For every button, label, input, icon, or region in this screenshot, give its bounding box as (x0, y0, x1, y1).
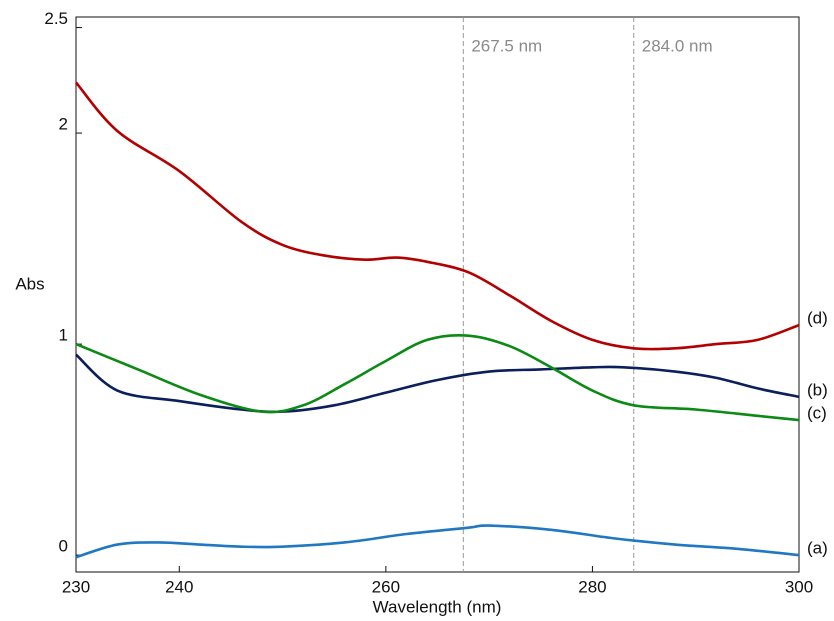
y-axis-label: Abs (15, 274, 44, 293)
data-line (75, 524, 800, 559)
data-line (75, 81, 800, 351)
legend-label: (d) (807, 309, 828, 328)
y-tick-label: 2 (59, 115, 68, 134)
x-axis-label: Wavelength (nm) (373, 597, 502, 616)
legend-label: (a) (807, 539, 828, 558)
y-tick-label: 2.5 (44, 9, 68, 28)
plot-frame (75, 16, 800, 573)
x-tick-label: 240 (165, 577, 193, 596)
x-tick-label: 300 (785, 577, 813, 596)
y-tick-label: 0 (59, 537, 68, 556)
legend-label: (b) (807, 380, 828, 399)
legend-label: (c) (807, 404, 827, 423)
reference-label: 284.0 nm (642, 36, 713, 55)
data-line (75, 333, 800, 422)
x-tick-label: 280 (578, 577, 606, 596)
x-tick-label: 230 (62, 577, 90, 596)
x-tick-label: 260 (372, 577, 400, 596)
data-line (75, 353, 800, 414)
reference-label: 267.5 nm (471, 36, 542, 55)
y-tick-label: 1 (59, 326, 68, 345)
